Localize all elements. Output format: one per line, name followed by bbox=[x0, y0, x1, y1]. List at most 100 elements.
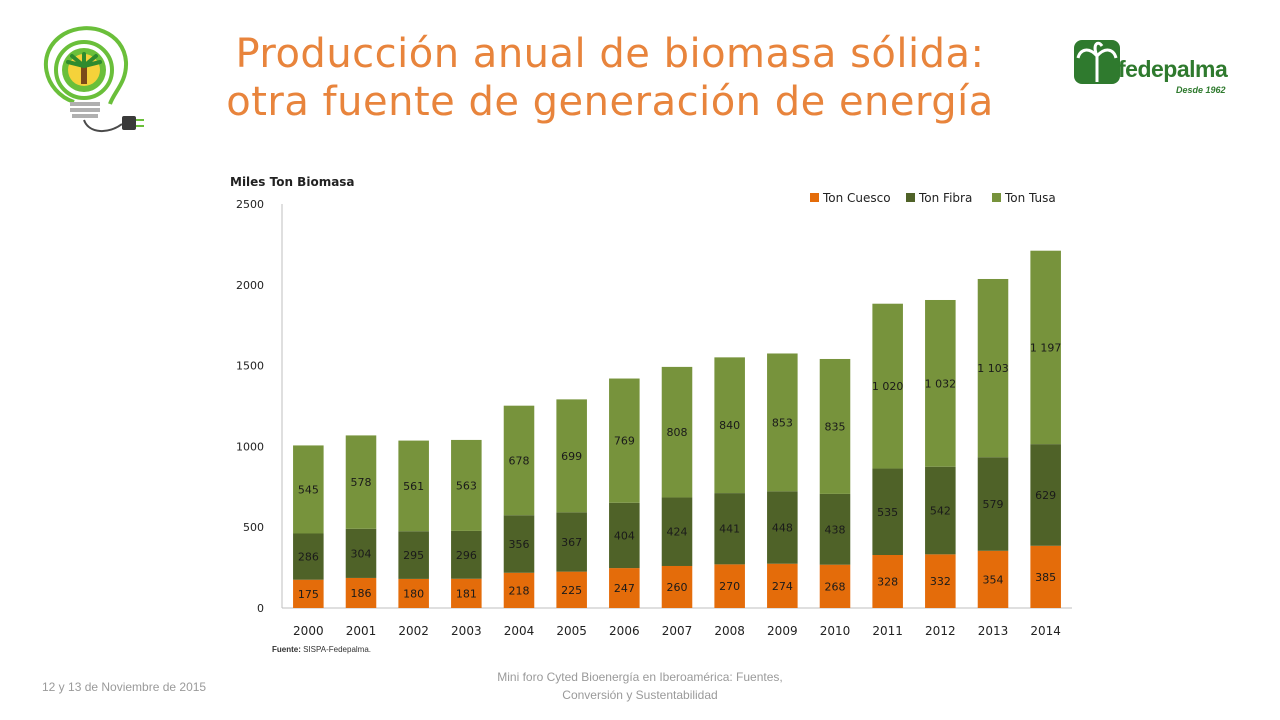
data-label: 853 bbox=[772, 416, 793, 429]
x-tick-label: 2009 bbox=[767, 624, 798, 638]
data-label: 270 bbox=[719, 580, 740, 593]
bar-segment bbox=[714, 493, 745, 565]
bar-segment bbox=[872, 468, 903, 555]
data-label: 268 bbox=[825, 580, 846, 593]
bar-segment bbox=[293, 533, 324, 580]
bar-segment bbox=[661, 497, 693, 566]
data-label: 561 bbox=[403, 480, 424, 493]
bar-segment bbox=[345, 528, 377, 578]
bar-segment bbox=[661, 565, 693, 608]
bar-segment bbox=[503, 515, 535, 573]
data-label: 218 bbox=[509, 584, 530, 597]
x-axis-ticks: 2000 2001 2002 2003 2004 2005 2006 2007 2008 2009… bbox=[293, 624, 1061, 638]
bar-segment bbox=[819, 564, 851, 608]
data-label: 180 bbox=[403, 587, 424, 600]
y-tick-label: 1000 bbox=[236, 440, 264, 453]
data-label: 835 bbox=[825, 420, 846, 433]
y-tick-label: 2000 bbox=[236, 279, 264, 292]
bar-segment bbox=[398, 578, 429, 608]
bar-segment bbox=[819, 493, 851, 565]
bars-group: 175 286 545 186 304 578 180 295 561 181 296 563 218 3… bbox=[293, 250, 1062, 608]
data-label: 678 bbox=[509, 454, 530, 467]
bar-segment bbox=[398, 440, 429, 532]
bar-segment bbox=[293, 445, 324, 534]
data-label: 247 bbox=[614, 582, 635, 595]
x-tick-label: 2008 bbox=[714, 624, 745, 638]
legend-label: Ton Cuesco bbox=[822, 191, 891, 205]
x-tick-label: 2013 bbox=[978, 624, 1009, 638]
data-label: 808 bbox=[667, 426, 688, 439]
bar-segment bbox=[1030, 444, 1061, 546]
x-tick-label: 2014 bbox=[1030, 624, 1061, 638]
fedepalma-logo: fedepalma Desde 1962 bbox=[1068, 32, 1244, 104]
x-tick-label: 2000 bbox=[293, 624, 324, 638]
y-tick-label: 1500 bbox=[236, 360, 264, 373]
data-label: 563 bbox=[456, 479, 477, 492]
bar-segment bbox=[925, 299, 956, 467]
bar-segment bbox=[609, 568, 640, 608]
data-label: 1 103 bbox=[977, 362, 1009, 375]
legend-swatch bbox=[992, 193, 1001, 202]
footer-event-line-2: Conversión y Sustentabilidad bbox=[562, 688, 718, 702]
bar-segment bbox=[977, 278, 1009, 458]
data-label: 260 bbox=[667, 581, 688, 594]
bar-segment bbox=[767, 353, 798, 492]
bar-segment bbox=[293, 579, 324, 608]
x-tick-label: 2003 bbox=[451, 624, 482, 638]
data-label: 404 bbox=[614, 529, 635, 542]
bar-segment bbox=[556, 571, 587, 608]
data-label: 332 bbox=[930, 575, 951, 588]
bar-segment bbox=[345, 577, 377, 608]
x-tick-label: 2012 bbox=[925, 624, 956, 638]
title-line-2: otra fuente de generación de energía bbox=[226, 79, 994, 125]
bar-segment bbox=[345, 435, 377, 529]
data-label: 1 032 bbox=[925, 377, 957, 390]
legend-label: Ton Tusa bbox=[1004, 191, 1056, 205]
bar-segment bbox=[872, 303, 903, 469]
data-label: 296 bbox=[456, 549, 477, 562]
x-tick-label: 2006 bbox=[609, 624, 640, 638]
bar-segment bbox=[925, 554, 956, 608]
data-label: 545 bbox=[298, 483, 319, 496]
data-label: 175 bbox=[298, 588, 319, 601]
bar-segment bbox=[714, 357, 745, 494]
x-tick-label: 2011 bbox=[872, 624, 903, 638]
bar-segment bbox=[1030, 250, 1061, 445]
legend-swatch bbox=[810, 193, 819, 202]
legend-swatch bbox=[906, 193, 915, 202]
data-label: 225 bbox=[561, 584, 582, 597]
data-label: 535 bbox=[877, 506, 898, 519]
brand-since: Desde 1962 bbox=[1176, 85, 1226, 95]
x-tick-label: 2001 bbox=[346, 624, 377, 638]
footer-event-line-1: Mini foro Cyted Bioenergía en Iberoaméri… bbox=[497, 670, 783, 684]
data-label: 438 bbox=[825, 523, 846, 536]
data-label: 328 bbox=[877, 575, 898, 588]
data-label: 769 bbox=[614, 435, 635, 448]
legend: Ton Cuesco Ton Fibra Ton Tusa bbox=[810, 191, 1056, 205]
data-label: 629 bbox=[1035, 489, 1056, 502]
data-label: 181 bbox=[456, 587, 477, 600]
bar-segment bbox=[451, 530, 482, 579]
brand-name: fedepalma bbox=[1118, 56, 1228, 82]
source-label: Fuente: bbox=[272, 645, 301, 654]
legend-label: Ton Fibra bbox=[918, 191, 972, 205]
data-label: 448 bbox=[772, 522, 793, 535]
data-label: 699 bbox=[561, 450, 582, 463]
data-label: 840 bbox=[719, 419, 740, 432]
source-text: SISPA-Fedepalma. bbox=[303, 645, 372, 654]
bar-segment bbox=[714, 564, 745, 608]
data-label: 578 bbox=[351, 476, 372, 489]
bulb-palm-logo bbox=[44, 26, 144, 132]
data-label: 304 bbox=[351, 547, 372, 560]
data-label: 1 197 bbox=[1030, 341, 1062, 354]
bar-segment bbox=[556, 399, 587, 513]
footer-date: 12 y 13 de Noviembre de 2015 bbox=[42, 680, 207, 694]
x-tick-label: 2005 bbox=[556, 624, 587, 638]
bar-segment bbox=[503, 572, 535, 608]
data-label: 424 bbox=[667, 526, 688, 539]
bar-segment bbox=[609, 378, 640, 503]
bar-segment bbox=[767, 491, 798, 564]
data-label: 1 020 bbox=[872, 380, 904, 393]
y-tick-label: 500 bbox=[243, 521, 264, 534]
